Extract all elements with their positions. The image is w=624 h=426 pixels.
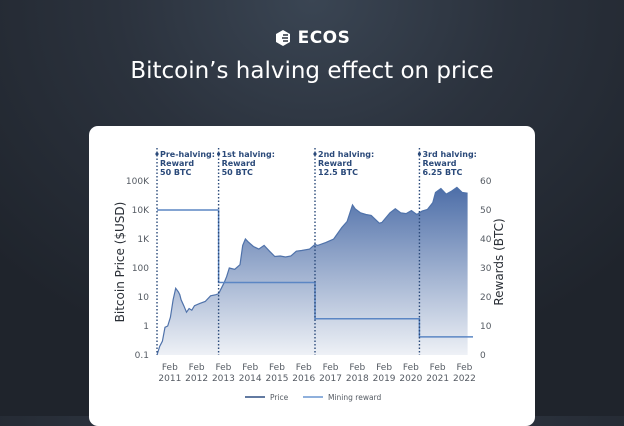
y-tick-label: 100K xyxy=(126,177,150,187)
halving-annotation-reward-value: 50 BTC xyxy=(160,168,191,177)
x-tick-year: 2018 xyxy=(346,374,369,384)
legend-price-label: Price xyxy=(270,393,289,402)
x-tick-month: Feb xyxy=(269,363,285,373)
x-tick-month: Feb xyxy=(189,363,205,373)
brand-header: ECOS xyxy=(0,28,624,48)
y-tick-label: 10K xyxy=(132,206,150,216)
x-tick-month: Feb xyxy=(349,363,365,373)
price-line xyxy=(156,186,468,356)
legend: Price Mining reward xyxy=(245,393,382,402)
y2-tick-label: 50 xyxy=(480,206,492,216)
y2-tick-label: 0 xyxy=(480,351,486,361)
price-area xyxy=(157,187,468,355)
x-tick-year: 2016 xyxy=(292,374,315,384)
x-tick-year: 2019 xyxy=(373,374,396,384)
page-title: Bitcoin’s halving effect on price xyxy=(130,58,494,84)
halving-marker-dot xyxy=(417,152,422,156)
x-tick-month: Feb xyxy=(456,363,472,373)
halving-annotation-reward-label: Reward xyxy=(318,159,352,168)
x-tick-year: 2015 xyxy=(266,374,289,384)
x-tick-year: 2013 xyxy=(212,374,235,384)
halving-annotation-reward-value: 6.25 BTC xyxy=(422,168,462,177)
x-tick-month: Feb xyxy=(296,363,312,373)
y-tick-label: 1 xyxy=(143,322,149,332)
y-tick-label: 1K xyxy=(137,235,150,245)
halving-annotation-title: Pre-halving: xyxy=(160,150,215,159)
x-tick-year: 2022 xyxy=(453,374,476,384)
halving-annotation-title: 1st halving: xyxy=(222,150,275,159)
x-tick-month: Feb xyxy=(215,363,231,373)
y2-tick-label: 60 xyxy=(480,177,492,187)
x-tick-month: Feb xyxy=(242,363,258,373)
x-tick-year: 2014 xyxy=(239,374,262,384)
x-tick-year: 2017 xyxy=(319,374,342,384)
legend-reward-label: Mining reward xyxy=(328,393,382,402)
x-tick-year: 2021 xyxy=(426,374,449,384)
y2-axis-label: Rewards (BTC) xyxy=(492,218,506,305)
y2-tick-label: 10 xyxy=(480,322,492,332)
halving-annotation-title: 3rd halving: xyxy=(422,150,476,159)
halving-annotation-reward-value: 12.5 BTC xyxy=(318,168,358,177)
ecos-cube-logo-icon xyxy=(275,30,290,46)
halving-annotation-reward-label: Reward xyxy=(422,159,456,168)
x-tick-year: 2020 xyxy=(399,374,422,384)
halving-marker-dot xyxy=(155,152,159,156)
y-tick-label: 10 xyxy=(138,293,150,303)
halving-annotation-title: 2nd halving: xyxy=(318,150,374,159)
halving-annotation-reward-value: 50 BTC xyxy=(222,168,253,177)
y-axis-label: Bitcoin Price ($USD) xyxy=(113,202,127,323)
x-tick-year: 2012 xyxy=(185,374,208,384)
halving-marker-dot xyxy=(216,152,221,156)
x-tick-year: 2011 xyxy=(158,374,181,384)
x-tick-month: Feb xyxy=(430,363,446,373)
y2-tick-label: 40 xyxy=(480,235,492,245)
y-tick-label: 100 xyxy=(132,264,149,274)
x-tick-month: Feb xyxy=(323,363,339,373)
y2-tick-label: 20 xyxy=(480,293,492,303)
x-tick-month: Feb xyxy=(376,363,392,373)
brand-name: ECOS xyxy=(297,28,351,48)
x-tick-month: Feb xyxy=(162,363,178,373)
y2-tick-label: 30 xyxy=(480,264,492,274)
halving-annotation-reward-label: Reward xyxy=(160,159,194,168)
x-tick-month: Feb xyxy=(403,363,419,373)
halving-annotation-reward-label: Reward xyxy=(222,159,256,168)
halving-marker-dot xyxy=(313,152,317,156)
y-tick-label: 0.1 xyxy=(135,351,149,361)
